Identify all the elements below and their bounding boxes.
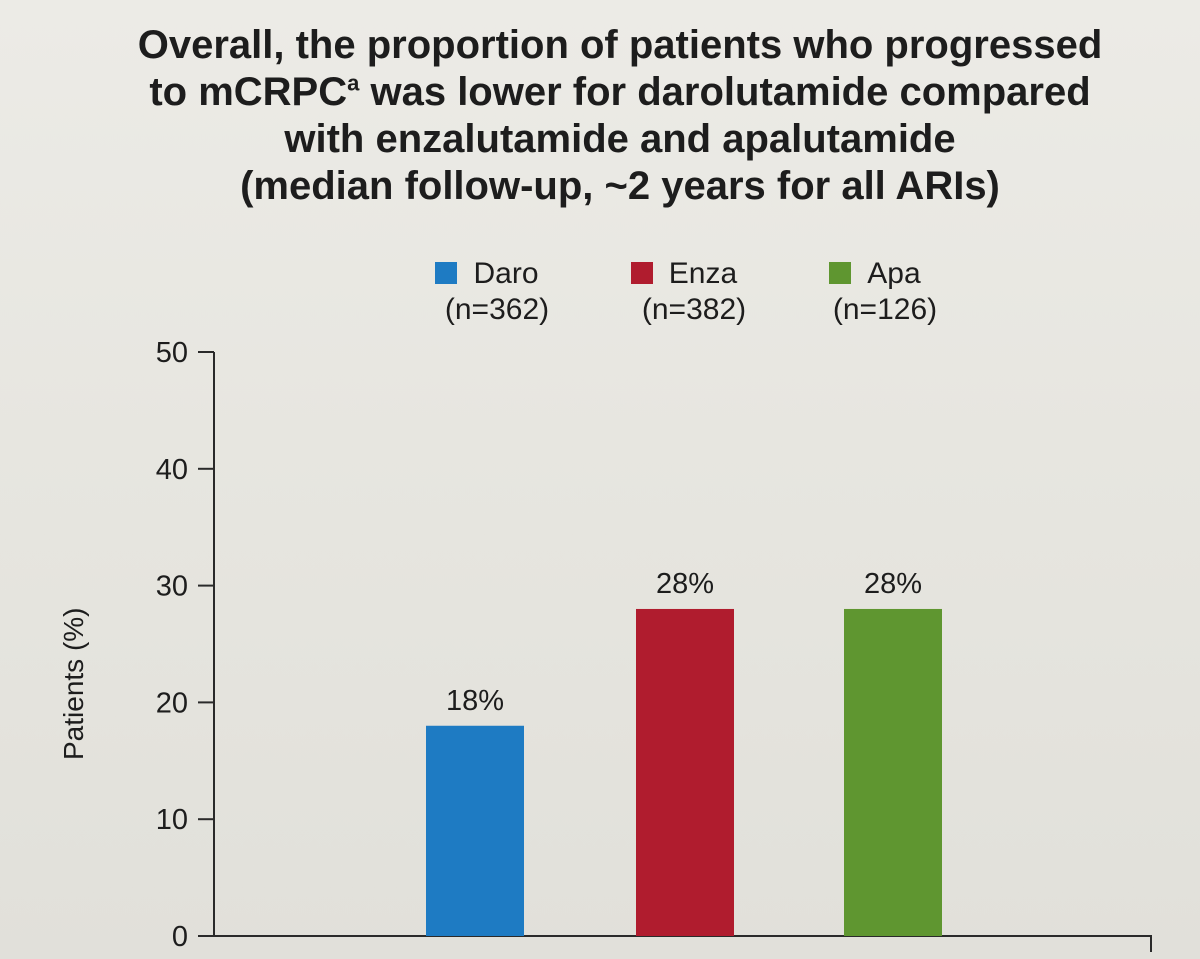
chart-title: Overall, the proportion of patients who …	[0, 22, 1200, 210]
legend-label-enza: Enza	[668, 257, 738, 290]
legend-item-apa: Apa (n=126)	[800, 256, 950, 328]
bar-apa	[844, 608, 942, 936]
bar-daro	[426, 725, 524, 936]
title-footnote-marker: a	[347, 70, 360, 96]
y-tick-label: 20	[156, 687, 188, 719]
title-line-2-suffix: was lower for darolutamide compared	[359, 70, 1091, 114]
legend-item-daro: Daro (n=362)	[412, 256, 562, 328]
legend-swatch-enza	[630, 262, 653, 284]
legend-item-enza: Enza (n=382)	[606, 256, 762, 328]
data-label-daro: 18%	[446, 685, 504, 717]
legend-n-enza: (n=382)	[641, 293, 747, 326]
y-tick-label: 0	[172, 921, 188, 953]
title-line-3: with enzalutamide and apalutamide	[284, 117, 956, 161]
legend-label-daro: Daro	[473, 257, 539, 290]
title-line-2-prefix: to mCRPC	[149, 70, 348, 114]
data-label-apa: 28%	[864, 568, 922, 600]
y-ticks: 0 10 20 30 40 50	[156, 337, 214, 953]
data-label-enza: 28%	[656, 568, 714, 600]
title-line-2: to mCRPCa was lower for darolutamide com…	[0, 69, 1200, 116]
y-tick-label: 40	[156, 454, 188, 486]
y-tick-label: 10	[156, 804, 188, 836]
y-tick-label: 30	[156, 571, 188, 603]
bars	[426, 608, 942, 936]
y-tick-label: 50	[156, 337, 188, 369]
legend-n-apa: (n=126)	[832, 293, 938, 326]
title-line-4: (median follow-up, ~2 years for all ARIs…	[240, 164, 1000, 208]
title-line-1: Overall, the proportion of patients who …	[137, 23, 1103, 67]
legend-label-apa: Apa	[867, 257, 921, 290]
legend: Daro (n=362) Enza (n=382) Apa (n=126)	[0, 256, 1200, 336]
legend-swatch-apa	[829, 262, 852, 284]
data-labels: 18% 28% 28%	[446, 568, 922, 717]
legend-n-daro: (n=362)	[444, 293, 550, 326]
legend-swatch-daro	[435, 262, 458, 284]
bar-enza	[636, 608, 734, 936]
